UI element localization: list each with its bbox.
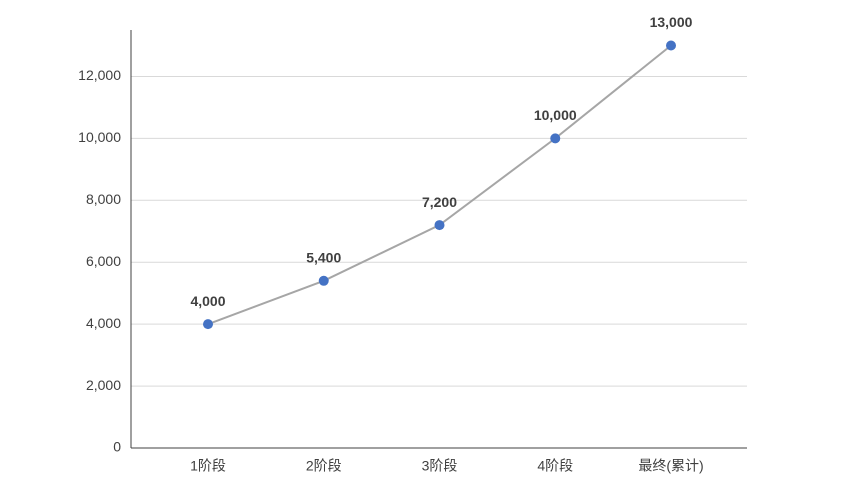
y-tick-label: 2,000 — [86, 377, 121, 393]
y-tick-label: 12,000 — [78, 67, 121, 83]
y-tick-label: 6,000 — [86, 253, 121, 269]
marker — [550, 133, 561, 144]
data-label: 7,200 — [422, 194, 457, 210]
y-tick-label: 4,000 — [86, 315, 121, 331]
marker — [318, 275, 329, 286]
y-tick-label: 0 — [113, 439, 121, 455]
marker — [434, 220, 445, 231]
marker — [666, 40, 676, 51]
y-tick-label: 10,000 — [78, 129, 121, 145]
x-tick-label: 1阶段 — [190, 458, 226, 474]
x-tick-label: 最终(累计) — [638, 458, 703, 474]
data-label: 5,400 — [306, 250, 341, 266]
x-tick-label: 4阶段 — [537, 458, 573, 474]
line — [207, 44, 672, 326]
data-label: 10,000 — [534, 107, 577, 123]
data-label: 13,000 — [650, 14, 693, 30]
x-tick-label: 3阶段 — [422, 458, 458, 474]
x-tick-label: 2阶段 — [306, 458, 342, 474]
marker — [203, 319, 213, 330]
y-tick-label: 8,000 — [86, 191, 121, 207]
data-label: 4,000 — [190, 293, 225, 309]
